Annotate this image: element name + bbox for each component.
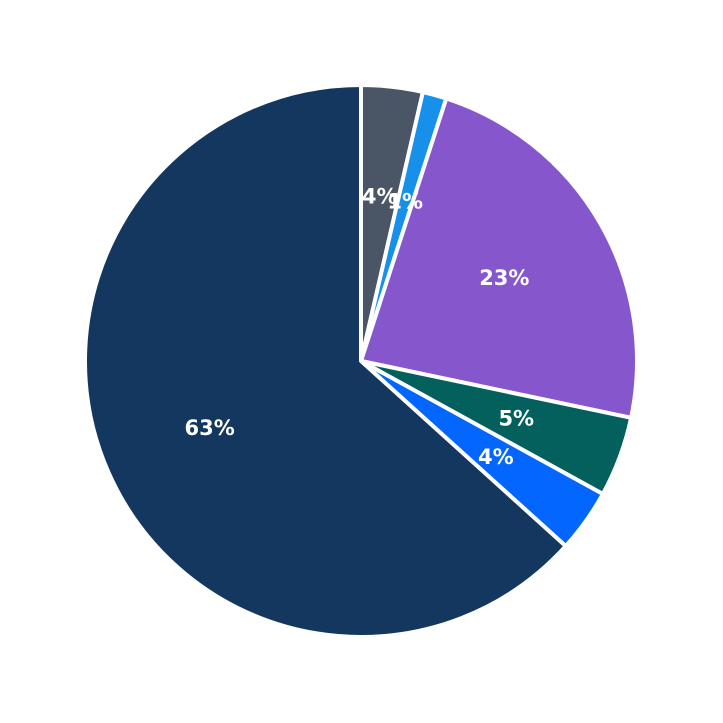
pie-slice [83, 83, 568, 639]
pie-slices [83, 83, 639, 639]
slice-percent-label: 4% [362, 184, 398, 208]
pie-slice [359, 96, 639, 420]
slice-percent-label: 23% [479, 266, 529, 290]
slice-percent-label: 4% [478, 445, 514, 469]
pie-labels: 4%1%23%5%4%63% [185, 184, 535, 469]
slice-percent-label: 1% [387, 189, 423, 213]
slice-percent-label: 63% [185, 416, 235, 440]
slice-percent-label: 5% [498, 407, 534, 431]
